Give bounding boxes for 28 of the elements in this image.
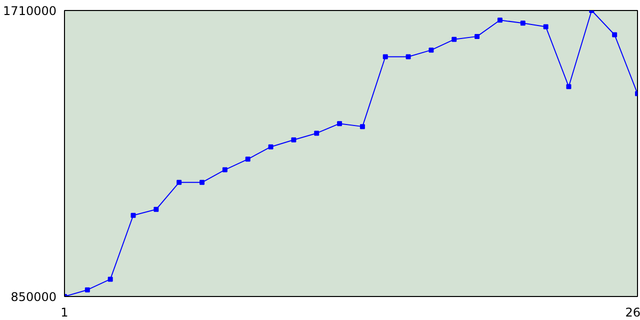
point [245, 156, 250, 162]
x-tick-label: 1 [60, 306, 68, 320]
point [108, 276, 113, 282]
point [406, 54, 411, 60]
point [612, 32, 618, 38]
line-series [64, 10, 638, 296]
point [566, 84, 572, 90]
point [337, 121, 342, 126]
y-tick-label: 1710000 [3, 4, 57, 18]
y-tick-label: 850000 [10, 290, 57, 304]
point [428, 48, 434, 53]
point [222, 167, 228, 172]
point [543, 24, 548, 30]
point [200, 180, 205, 185]
point [360, 124, 365, 130]
point [154, 206, 159, 212]
point [84, 287, 90, 292]
point [268, 144, 274, 150]
point [520, 20, 526, 26]
point [382, 54, 388, 60]
point [291, 137, 296, 142]
point [176, 180, 182, 185]
point [130, 212, 136, 218]
point [474, 34, 480, 39]
point [452, 36, 457, 42]
point [497, 18, 502, 23]
x-tick-label: 26 [625, 306, 640, 320]
point [314, 130, 320, 136]
